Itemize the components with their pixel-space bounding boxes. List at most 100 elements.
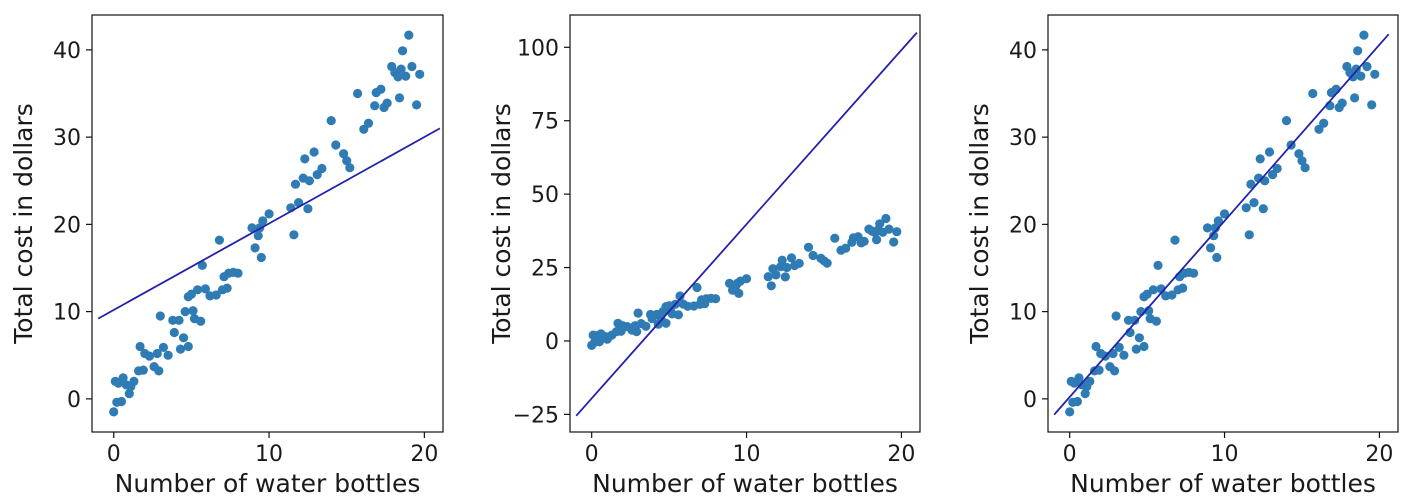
data-point [393, 72, 403, 82]
y-tick-label: 10 [53, 301, 81, 326]
data-point [803, 242, 814, 252]
data-point [1308, 88, 1318, 99]
x-tick-label: 10 [733, 442, 761, 467]
y-tick-label: 20 [1009, 213, 1037, 238]
y-tick-label: 0 [67, 388, 81, 413]
plot-area [1053, 30, 1390, 417]
data-point [175, 344, 186, 354]
data-point [830, 233, 840, 243]
data-point [1219, 209, 1230, 219]
y-axis-label: Total cost in dollars [9, 103, 38, 345]
data-point [1212, 252, 1222, 263]
data-point [741, 274, 752, 284]
x-tick-label: 10 [1211, 442, 1239, 467]
data-point [782, 262, 792, 273]
data-point [1209, 231, 1219, 241]
data-point [1258, 204, 1268, 214]
data-point [1178, 283, 1188, 293]
data-point [1153, 260, 1163, 270]
data-point [394, 93, 405, 103]
axes-frame [91, 14, 444, 433]
data-point [253, 231, 263, 241]
data-point [1351, 64, 1361, 74]
y-tick-label: 30 [53, 126, 81, 151]
data-point [1119, 350, 1129, 360]
data-point [412, 100, 422, 110]
data-point [1244, 230, 1254, 240]
y-tick-label: −25 [513, 403, 559, 428]
y-axis-label: Total cost in dollars [965, 103, 994, 345]
data-point [786, 253, 797, 263]
data-point [116, 396, 127, 407]
data-point [766, 281, 776, 291]
y-tick-label: 50 [531, 183, 559, 208]
data-point [154, 366, 164, 376]
data-point [1131, 344, 1141, 354]
data-point [1110, 366, 1120, 376]
data-point [1170, 235, 1180, 245]
data-point [1370, 69, 1380, 79]
x-tick-label: 0 [107, 442, 121, 467]
data-point [155, 311, 165, 321]
data-point [1139, 341, 1149, 352]
data-point [304, 176, 314, 186]
data-point [196, 316, 206, 326]
y-tick-label: 40 [53, 39, 81, 64]
data-point [1264, 147, 1275, 157]
y-tick-label: 20 [53, 213, 81, 238]
data-point [808, 250, 818, 261]
data-point [1249, 198, 1259, 208]
data-point [258, 216, 268, 226]
data-point [881, 213, 891, 224]
data-point [632, 327, 642, 337]
data-point [163, 350, 173, 360]
data-point [183, 341, 193, 352]
data-point [889, 237, 899, 247]
data-point [872, 235, 882, 245]
axes-frame [1047, 14, 1399, 433]
data-point [303, 204, 313, 214]
data-point [1359, 30, 1369, 40]
data-point [363, 118, 374, 128]
y-tick-label: 0 [1023, 388, 1037, 413]
data-point [841, 243, 851, 253]
y-tick-label: 25 [531, 257, 559, 282]
data-point [345, 163, 355, 173]
data-point [174, 315, 184, 325]
data-point [1367, 100, 1377, 110]
data-point [1246, 179, 1256, 189]
plot-area [97, 30, 441, 417]
y-tick-label: 10 [1009, 301, 1037, 326]
x-axis-label: Number of water bottles [592, 469, 898, 498]
data-point [1206, 243, 1216, 253]
y-tick-label: 75 [531, 110, 559, 135]
data-point [633, 308, 643, 318]
data-point [353, 88, 363, 99]
data-point [135, 341, 145, 352]
data-point [339, 149, 349, 159]
data-point [169, 327, 179, 338]
data-point [1213, 216, 1223, 226]
data-point [1241, 203, 1251, 213]
data-point [247, 223, 257, 233]
data-point [1255, 154, 1265, 164]
data-point [1294, 149, 1304, 159]
data-point [331, 140, 341, 150]
axes-frame [569, 14, 921, 433]
data-point [376, 84, 386, 94]
regression-line [1053, 33, 1390, 416]
data-point [1072, 396, 1082, 407]
data-point [673, 310, 684, 320]
data-point [1202, 223, 1213, 233]
data-point [407, 61, 417, 72]
data-point [692, 282, 702, 293]
data-point [892, 227, 902, 237]
data-point [1148, 285, 1158, 295]
regression-line [575, 32, 918, 417]
data-point [264, 209, 274, 219]
data-point [415, 69, 425, 79]
data-point [118, 373, 128, 383]
data-point [661, 318, 671, 328]
data-point [180, 307, 190, 317]
